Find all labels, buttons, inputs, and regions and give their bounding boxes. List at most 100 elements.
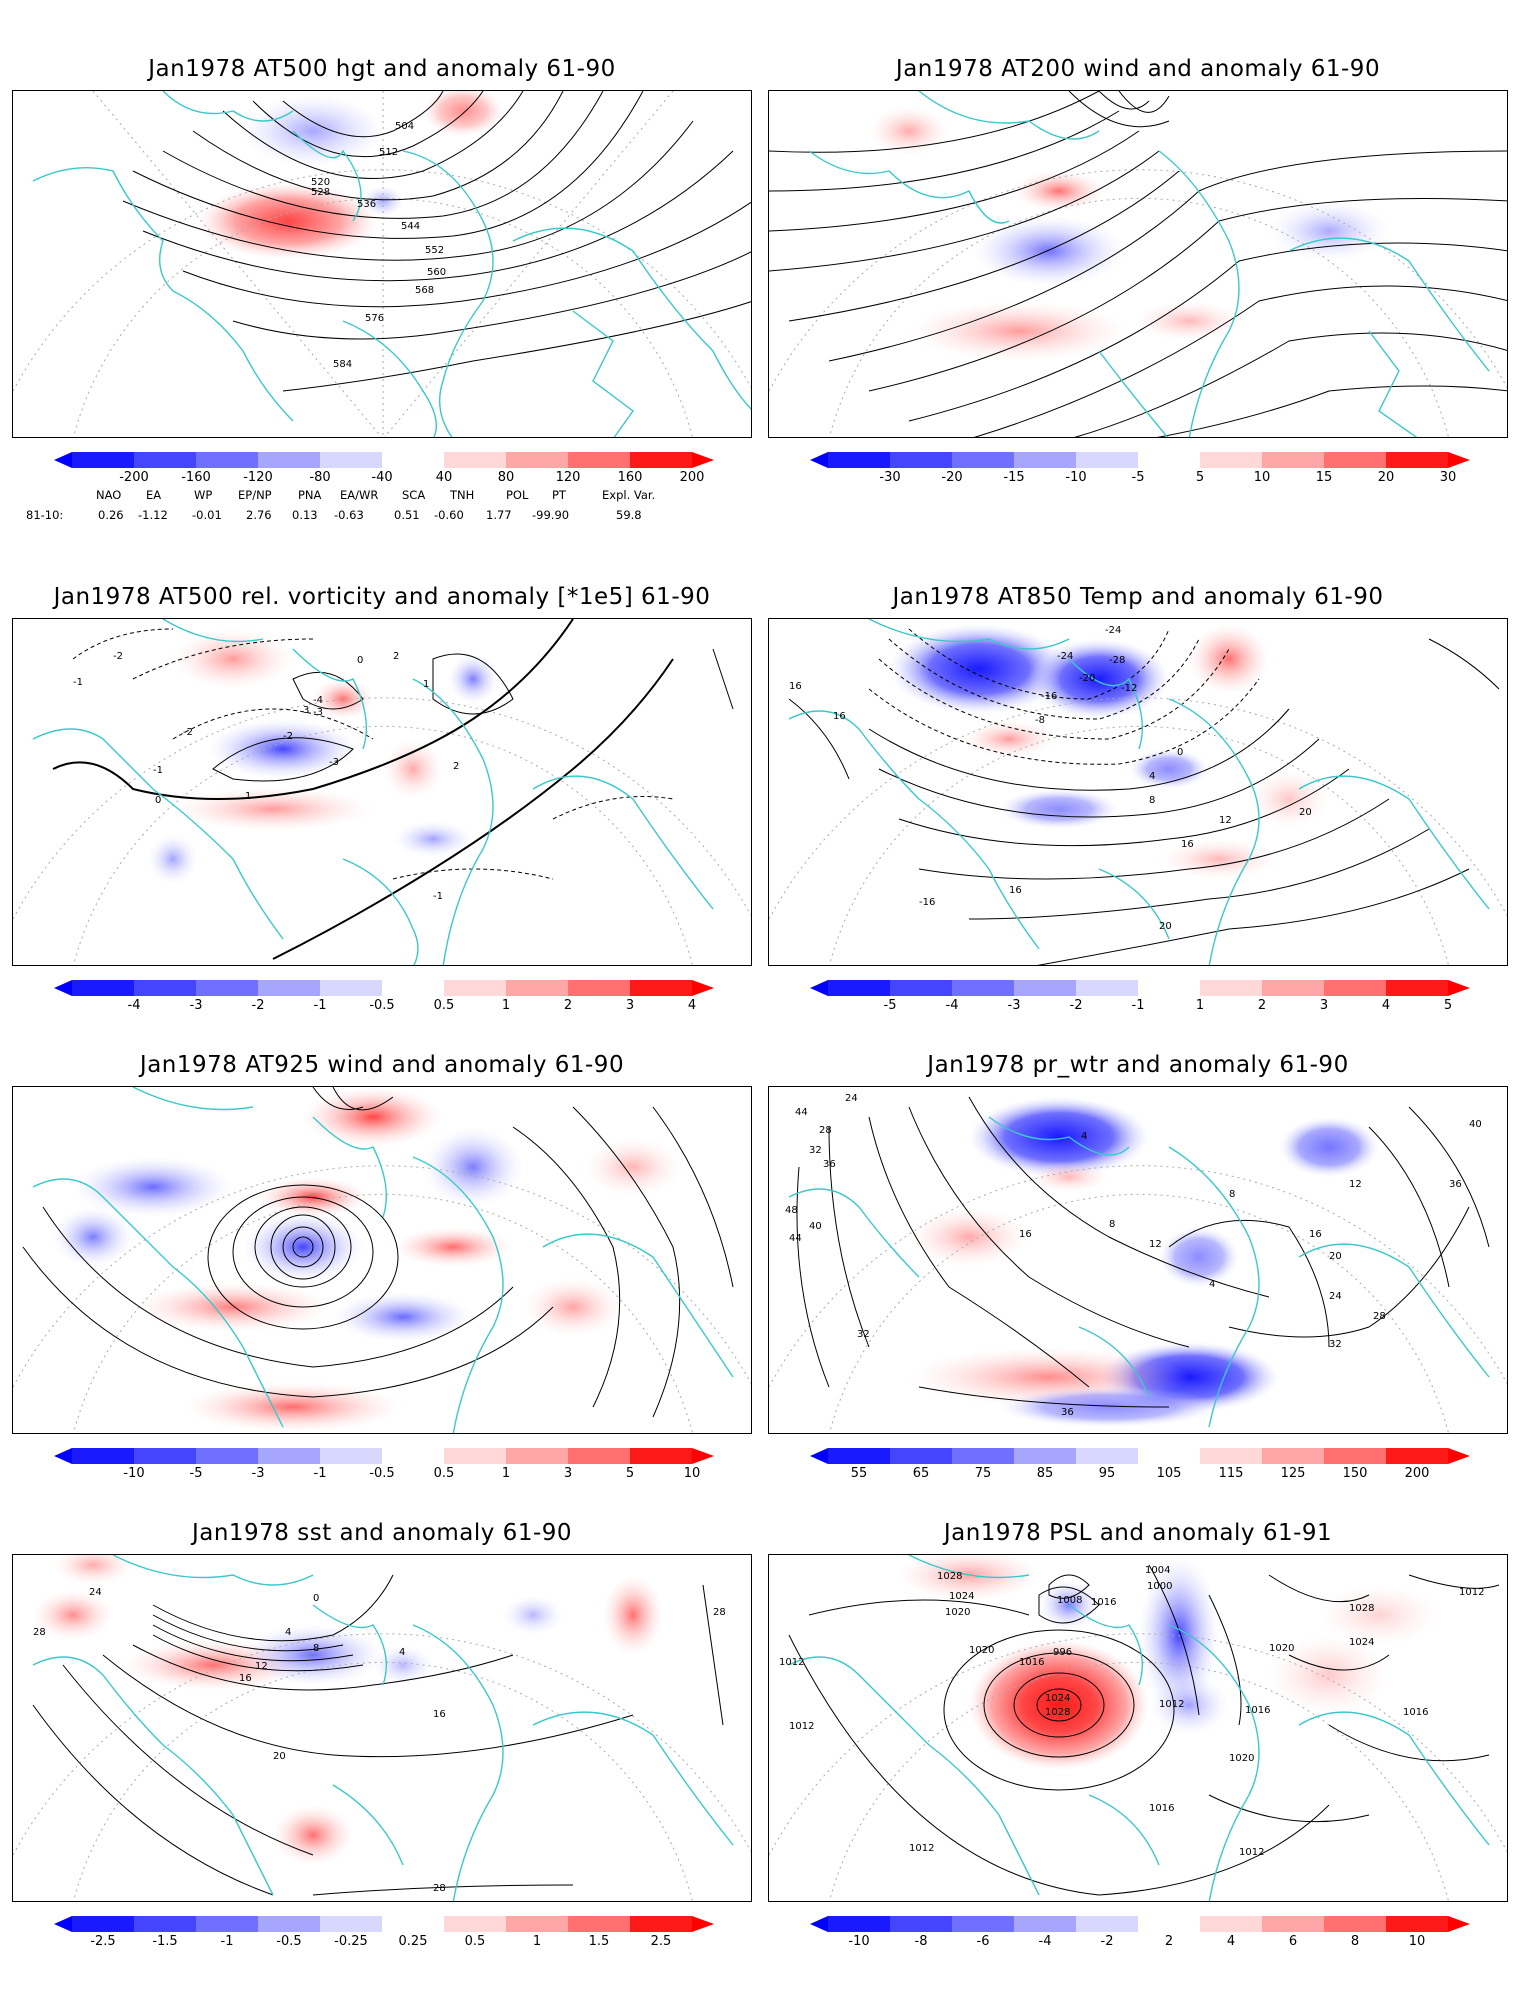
colorbar-tick: -10 — [848, 1934, 870, 1949]
colorbar-tick: 1 — [501, 1466, 511, 1481]
contour-label: -4 — [313, 695, 323, 706]
contour-label: 48 — [785, 1205, 798, 1216]
colorbar-tick: -5 — [883, 998, 897, 1013]
contour-labels: 44 24 28 32 36 48 40 44 16 12 8 4 8 12 1… — [785, 1093, 1482, 1418]
contour-label: 4 — [1209, 1279, 1215, 1290]
colorbar-tick: -2 — [251, 998, 265, 1013]
panel-title: Jan1978 AT500 hgt and anomaly 61-90 — [148, 56, 616, 82]
contour-label: 1016 — [1149, 1803, 1174, 1814]
colorbar-labels: 55 65 75 85 95 105 115 125 150 200 — [810, 1466, 1470, 1482]
contour-label: -16 — [919, 897, 935, 908]
contour-label: 0 — [1177, 747, 1183, 758]
coastlines — [32, 1555, 734, 1901]
colorbar-tick: 75 — [974, 1466, 992, 1481]
map-canvas: -24 -28 -20 -24 -12 -16 -8 16 16 0 4 8 1… — [769, 619, 1507, 965]
colorbar-tick: 105 — [1156, 1466, 1182, 1481]
colorbar-tick: 1 — [501, 998, 511, 1013]
colorbar-tick: 4 — [1381, 998, 1391, 1013]
contour-label: 512 — [379, 147, 398, 158]
pw-contours — [796, 1096, 1490, 1408]
colorbar-tick: -1.5 — [152, 1934, 178, 1949]
map-canvas — [13, 1087, 751, 1433]
contour-label: 552 — [425, 245, 444, 256]
contour-label: 28 — [819, 1125, 832, 1136]
contour-label: 1016 — [1019, 1657, 1044, 1668]
contour-label: 16 — [1309, 1229, 1322, 1240]
latlon-grid — [769, 1165, 1507, 1433]
colorbar-tick: 40 — [435, 470, 453, 485]
contour-label: 28 — [433, 1883, 446, 1894]
contour-label: 520 — [311, 177, 330, 188]
colorbar-tick: 120 — [555, 470, 581, 485]
colorbar-tick: 95 — [1098, 1466, 1116, 1481]
contour-label: 8 — [1109, 1219, 1115, 1230]
colorbar-swatches — [54, 980, 714, 996]
tc-value: 59.8 — [616, 508, 642, 522]
colorbar-tick: -200 — [119, 470, 149, 485]
colorbar-tick: -3 — [251, 1466, 265, 1481]
tc-value: -0.60 — [434, 508, 464, 522]
map-850temp: -24 -28 -20 -24 -12 -16 -8 16 16 0 4 8 1… — [768, 618, 1508, 966]
colorbar-tick: 200 — [1404, 1466, 1430, 1481]
panel-title: Jan1978 AT500 rel. vorticity and anomaly… — [53, 584, 711, 610]
colorbar: -10 -5 -3 -1 -0.5 0.5 1 3 5 10 — [54, 1448, 714, 1484]
colorbar: -10 -8 -6 -4 -2 2 4 6 8 10 — [810, 1916, 1470, 1952]
colorbar-tick: 10 — [683, 1466, 701, 1481]
colorbar-tick: 125 — [1280, 1466, 1306, 1481]
colorbar-swatches — [810, 1916, 1470, 1932]
sst-contours — [32, 1574, 724, 1896]
contour-label: -1 — [153, 765, 163, 776]
contour-label: 1012 — [1239, 1847, 1264, 1858]
contour-label: 1024 — [949, 1591, 974, 1602]
contour-label: 4 — [285, 1627, 291, 1638]
colorbar-labels: -200 -160 -120 -80 -40 40 80 120 160 200 — [54, 470, 714, 486]
contour-label: 32 — [857, 1329, 870, 1340]
contour-labels: 504 512 520 528 536 544 552 560 568 576 … — [311, 121, 446, 370]
latlon-grid — [769, 697, 1507, 965]
colorbar-tick: -160 — [181, 470, 211, 485]
contour-label: 528 — [311, 187, 330, 198]
contour-label: 584 — [333, 359, 352, 370]
contour-label: 12 — [1219, 815, 1232, 826]
contour-label: -20 — [1079, 673, 1095, 684]
anomaly-shading — [148, 629, 498, 884]
colorbar-tick: 3 — [563, 1466, 573, 1481]
colorbar-tick: 150 — [1342, 1466, 1368, 1481]
colorbar-tick: -3 — [1007, 998, 1021, 1013]
contour-label: 1016 — [1403, 1707, 1428, 1718]
contour-label: -28 — [1109, 655, 1125, 666]
colorbar-tick: 200 — [679, 470, 705, 485]
colorbar-tick: -2.5 — [90, 1934, 116, 1949]
contour-label: -2 — [113, 651, 123, 662]
contour-label: 1028 — [1045, 1707, 1070, 1718]
contour-label: 44 — [795, 1107, 808, 1118]
coastlines — [32, 1087, 734, 1433]
isobars — [788, 1564, 1500, 1896]
contour-label: 1 — [245, 791, 251, 802]
panel-title: Jan1978 AT200 wind and anomaly 61-90 — [895, 56, 1381, 82]
colorbar-tick: 5 — [625, 1466, 635, 1481]
contour-label: 1012 — [1459, 1587, 1484, 1598]
coastlines — [788, 619, 1490, 965]
colorbar: -200 -160 -120 -80 -40 40 80 120 160 200 — [54, 452, 714, 488]
panel-title: Jan1978 PSL and anomaly 61-91 — [943, 1520, 1333, 1546]
colorbar-tick: -120 — [243, 470, 273, 485]
contour-label: 20 — [1299, 807, 1312, 818]
coastlines — [788, 1555, 1490, 1901]
contour-label: 24 — [89, 1587, 102, 1598]
colorbar-labels: -2.5 -1.5 -1 -0.5 -0.25 0.25 0.5 1 1.5 2… — [54, 1934, 714, 1950]
colorbar-tick: 15 — [1315, 470, 1333, 485]
colorbar-tick: -6 — [976, 1934, 990, 1949]
contour-labels: -1 -2 2 1 0 -4 -3 -2 -3 3 1 -1 2 0 -2 -1 — [73, 651, 459, 902]
tc-header: EA — [146, 488, 162, 502]
latlon-grid — [13, 1165, 751, 1433]
map-prwtr: 44 24 28 32 36 48 40 44 16 12 8 4 8 12 1… — [768, 1086, 1508, 1434]
colorbar-tick: -1 — [1131, 998, 1145, 1013]
colorbar-tick: 55 — [850, 1466, 868, 1481]
contour-label: 1004 — [1145, 1565, 1170, 1576]
colorbar-tick: -0.5 — [369, 998, 395, 1013]
contour-label: 24 — [845, 1093, 858, 1104]
coastlines — [32, 91, 751, 437]
teleconnection-table: NAO EA WP EP/NP PNA EA/WR SCA TNH POL PT… — [12, 488, 752, 532]
contour-label: 20 — [1329, 1251, 1342, 1262]
